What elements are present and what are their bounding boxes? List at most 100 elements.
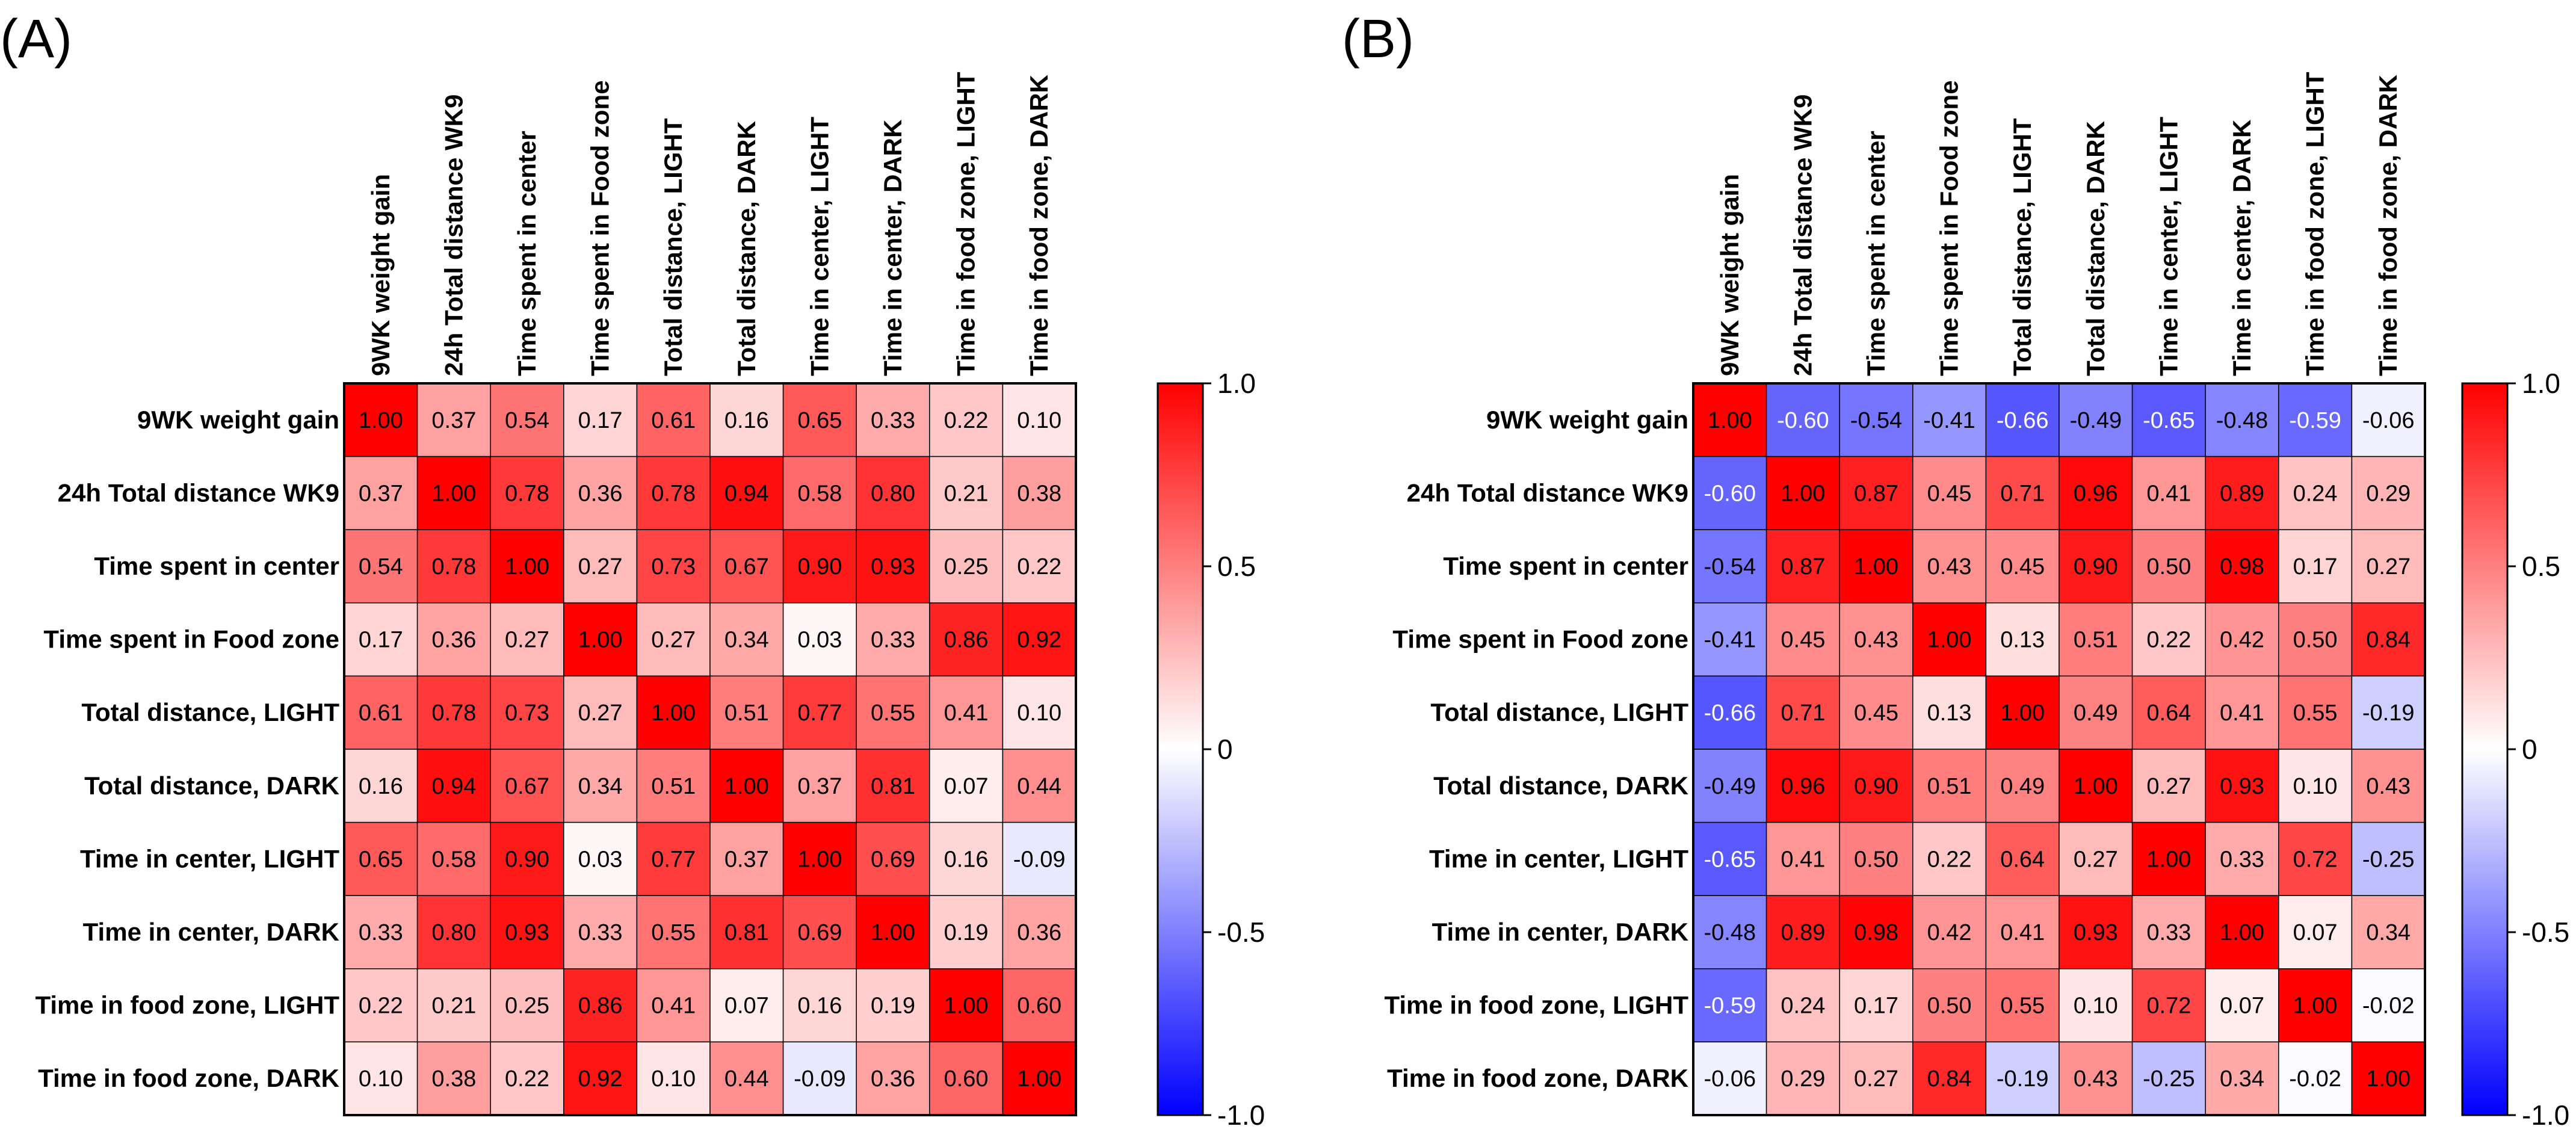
cell-value-label: 0.43: [2074, 1066, 2118, 1092]
cell-value-label: 0.55: [651, 920, 696, 945]
cell-value-label: 0.19: [871, 994, 915, 1019]
cell-value-label: 1.00: [1708, 408, 1752, 433]
heatmap-cell: [1002, 383, 1076, 457]
heatmap-border: [343, 382, 1077, 1116]
row-label: Time spent in center: [94, 552, 339, 580]
heatmap-cell: [929, 456, 1004, 530]
colorbar: [2461, 382, 2509, 1116]
heatmap-cell: [416, 895, 491, 969]
cell-value-label: 0.36: [871, 1066, 915, 1092]
heatmap-cell: [2059, 895, 2133, 969]
cell-value-label: 0.33: [2220, 847, 2264, 872]
heatmap-cell: [344, 749, 418, 823]
cell-value-label: 0.44: [724, 1066, 769, 1092]
column-label: 9WK weight gain: [366, 174, 395, 376]
heatmap-cell: [782, 456, 857, 530]
heatmap-cell: [636, 383, 711, 457]
cell-value-label: 0.78: [505, 481, 549, 506]
column-label: Time spent in Food zone: [1935, 80, 1963, 376]
cell-value-label: 0.33: [871, 628, 915, 653]
cell-value-label: 0.71: [2000, 481, 2045, 506]
cell-value-label: 0.16: [724, 408, 769, 433]
cell-value-label: 0.61: [651, 408, 696, 433]
row-label: Time in center, LIGHT: [1429, 844, 1688, 873]
heatmap-cell: [2131, 456, 2206, 530]
cell-value-label: 0.90: [1854, 774, 1898, 799]
cell-value-label: 0.93: [871, 554, 915, 580]
heatmap-cell: [2351, 675, 2426, 750]
cell-value-label: -0.59: [1703, 994, 1756, 1019]
heatmap-cell: [856, 968, 930, 1043]
cell-value-label: 0.50: [2146, 554, 2191, 580]
colorbar-tick-label: 1.0: [2522, 368, 2560, 399]
heatmap-cell: [563, 383, 638, 457]
heatmap-cell: [563, 1041, 638, 1116]
row-label: Time spent in Food zone: [43, 625, 339, 654]
cell-value-label: 0.25: [505, 994, 549, 1019]
heatmap-cell: [709, 383, 784, 457]
heatmap-border: [1692, 382, 2426, 1116]
heatmap-cell: [1839, 529, 1913, 604]
cell-value-label: 0.27: [578, 554, 623, 580]
heatmap-cell: [782, 895, 857, 969]
cell-value-label: 0.93: [2074, 920, 2118, 945]
heatmap-cell: [1765, 675, 1840, 750]
cell-value-label: 1.00: [944, 994, 989, 1019]
colorbar: [1157, 382, 1204, 1116]
cell-value-label: -0.25: [2143, 1066, 2195, 1092]
cell-value-label: 0.50: [2293, 628, 2338, 653]
cell-value-label: 1.00: [2000, 700, 2045, 726]
heatmap-cell: [1985, 968, 2060, 1043]
heatmap-cell: [1765, 383, 1840, 457]
heatmap-cell: [2205, 968, 2279, 1043]
cell-value-label: 0.81: [724, 920, 769, 945]
row-label: Time in center, DARK: [1432, 918, 1688, 946]
heatmap-cell: [2278, 968, 2353, 1043]
heatmap-cell: [490, 675, 564, 750]
cell-value-label: 0.93: [2220, 774, 2264, 799]
cell-value-label: 1.00: [505, 554, 549, 580]
heatmap-cell: [1765, 1041, 1840, 1116]
heatmap-cell: [1985, 675, 2060, 750]
column-label: Total distance, LIGHT: [659, 118, 687, 376]
heatmap-cell: [709, 456, 784, 530]
cell-value-label: 0.58: [431, 847, 476, 872]
heatmap-cell: [1839, 602, 1913, 677]
row-label: 24h Total distance WK9: [58, 478, 339, 507]
cell-value-label: -0.49: [2069, 408, 2122, 433]
cell-value-label: 0.72: [2293, 847, 2338, 872]
cell-value-label: 0.58: [797, 481, 842, 506]
heatmap-cell: [2131, 602, 2206, 677]
heatmap-cell: [416, 383, 491, 457]
cell-value-label: 1.00: [797, 847, 842, 872]
heatmap-cell: [709, 602, 784, 677]
row-label: Total distance, LIGHT: [81, 698, 339, 726]
cell-value-label: 1.00: [2366, 1066, 2411, 1092]
cell-value-label: 0.10: [359, 1066, 403, 1092]
cell-value-label: -0.54: [1850, 408, 1903, 433]
cell-value-label: 0.96: [1781, 774, 1825, 799]
cell-value-label: 0.73: [651, 554, 696, 580]
cell-value-label: 0.86: [578, 994, 623, 1019]
cell-value-label: 0.10: [1017, 700, 1061, 726]
cell-value-label: 0.69: [797, 920, 842, 945]
cell-value-label: 0.27: [2146, 774, 2191, 799]
cell-value-label: 0.87: [1781, 554, 1825, 580]
heatmap-cell: [2351, 968, 2426, 1043]
row-label: Time spent in Food zone: [1392, 625, 1688, 654]
cell-value-label: 0.89: [2220, 481, 2264, 506]
heatmap-cell: [490, 456, 564, 530]
cell-value-label: 0.73: [505, 700, 549, 726]
column-label: Total distance, DARK: [732, 121, 761, 376]
cell-value-label: 0.86: [944, 628, 989, 653]
cell-value-label: 0.36: [1017, 920, 1061, 945]
heatmap-cell: [1693, 456, 1767, 530]
heatmap-cell: [563, 456, 638, 530]
cell-value-label: 0.92: [1017, 628, 1061, 653]
cell-value-label: 0.38: [1017, 481, 1061, 506]
heatmap-cell: [1839, 675, 1913, 750]
cell-value-label: -0.41: [1703, 628, 1756, 653]
cell-value-label: 0.90: [797, 554, 842, 580]
row-label: Time in food zone, LIGHT: [1384, 991, 1688, 1019]
